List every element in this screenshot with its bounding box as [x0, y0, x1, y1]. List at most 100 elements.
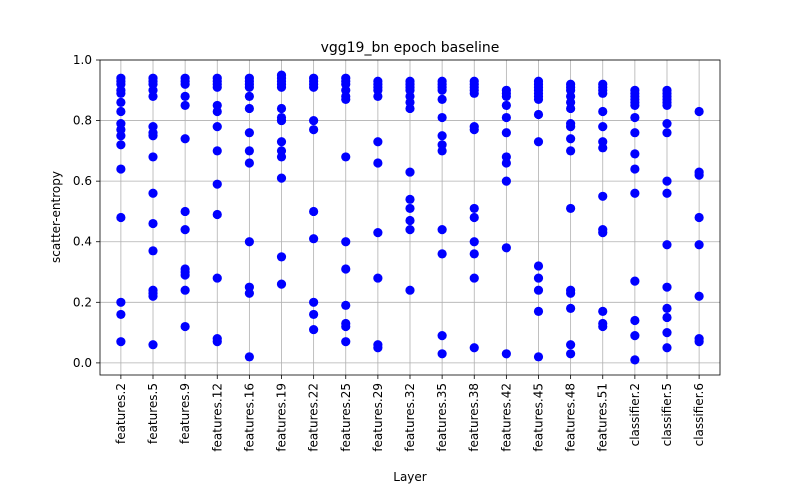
data-point: [244, 103, 254, 114]
data-point: [501, 128, 511, 138]
x-tick-label: features.22: [307, 383, 321, 452]
data-point: [662, 312, 672, 323]
data-point: [694, 212, 704, 223]
data-point: [533, 306, 544, 316]
data-point: [212, 273, 222, 283]
data-point: [148, 152, 158, 162]
data-point: [598, 228, 608, 238]
data-point: [180, 91, 190, 101]
data-point: [116, 140, 126, 150]
data-point: [437, 94, 447, 104]
data-point: [180, 285, 190, 295]
data-point: [212, 209, 222, 220]
data-point: [341, 300, 351, 310]
data-point: [309, 297, 319, 307]
data-point: [276, 115, 287, 126]
data-point: [244, 146, 254, 156]
data-point: [180, 100, 190, 111]
data-point: [598, 306, 608, 316]
data-point: [533, 273, 544, 283]
data-point: [244, 128, 254, 138]
x-tick-label: features.45: [531, 383, 545, 452]
data-point: [566, 134, 576, 144]
data-point: [341, 264, 351, 274]
data-point: [566, 103, 576, 114]
data-point: [630, 331, 640, 341]
data-point: [373, 158, 383, 168]
data-point: [598, 106, 608, 117]
data-point: [180, 321, 190, 332]
data-point: [469, 212, 479, 223]
data-point: [244, 158, 254, 168]
points-layer: [116, 70, 704, 365]
data-point: [212, 106, 222, 117]
data-point: [341, 237, 351, 247]
data-point: [694, 291, 704, 301]
data-point: [116, 106, 126, 117]
data-point: [212, 179, 222, 189]
data-point: [116, 297, 126, 307]
data-point: [437, 331, 447, 341]
data-point: [116, 97, 126, 108]
data-point: [662, 119, 672, 129]
x-axis-label: Layer: [393, 470, 427, 484]
data-point: [309, 309, 319, 320]
data-point: [662, 343, 672, 353]
data-point: [630, 355, 640, 365]
y-tick-label: 0.2: [73, 295, 92, 309]
data-point: [373, 91, 383, 101]
data-point: [662, 282, 672, 292]
x-tick-label: features.16: [242, 383, 256, 452]
data-point: [244, 288, 254, 298]
data-point: [180, 270, 190, 280]
y-tick-label: 1.0: [73, 53, 92, 67]
x-tick-label: features.9: [178, 383, 192, 444]
data-point: [598, 321, 608, 332]
data-point: [630, 128, 640, 138]
data-point: [630, 315, 640, 326]
data-point: [630, 112, 640, 123]
data-point: [148, 340, 158, 350]
data-point: [630, 164, 640, 174]
data-point: [341, 337, 351, 347]
data-point: [566, 203, 576, 214]
data-point: [469, 125, 479, 135]
data-point: [373, 343, 383, 353]
data-point: [437, 146, 447, 156]
data-point: [148, 91, 158, 101]
data-point: [309, 82, 319, 92]
data-point: [212, 122, 222, 132]
data-point: [533, 285, 544, 295]
data-point: [437, 349, 447, 359]
data-point: [662, 327, 672, 338]
y-tick-label: 0.4: [73, 235, 92, 249]
data-point: [276, 152, 287, 162]
data-point: [405, 215, 415, 226]
data-point: [373, 137, 383, 147]
data-point: [694, 106, 704, 117]
data-point: [276, 137, 287, 147]
data-point: [116, 337, 126, 347]
data-point: [598, 122, 608, 132]
data-point: [501, 112, 511, 123]
x-tick-label: features.35: [435, 383, 449, 452]
x-tick-label: features.2: [114, 383, 128, 444]
data-point: [116, 212, 126, 223]
x-tick-label: features.25: [339, 383, 353, 452]
data-point: [309, 206, 319, 217]
data-point: [405, 285, 415, 295]
data-point: [533, 261, 544, 271]
data-point: [501, 243, 511, 253]
data-point: [501, 100, 511, 111]
data-point: [501, 176, 511, 186]
data-point: [694, 240, 704, 250]
x-tick-label: classifier.5: [660, 383, 674, 446]
data-point: [148, 188, 158, 198]
data-point: [630, 100, 640, 111]
data-point: [405, 103, 415, 114]
data-point: [212, 82, 222, 92]
data-point: [180, 79, 190, 89]
data-point: [501, 91, 511, 101]
data-point: [244, 352, 254, 362]
